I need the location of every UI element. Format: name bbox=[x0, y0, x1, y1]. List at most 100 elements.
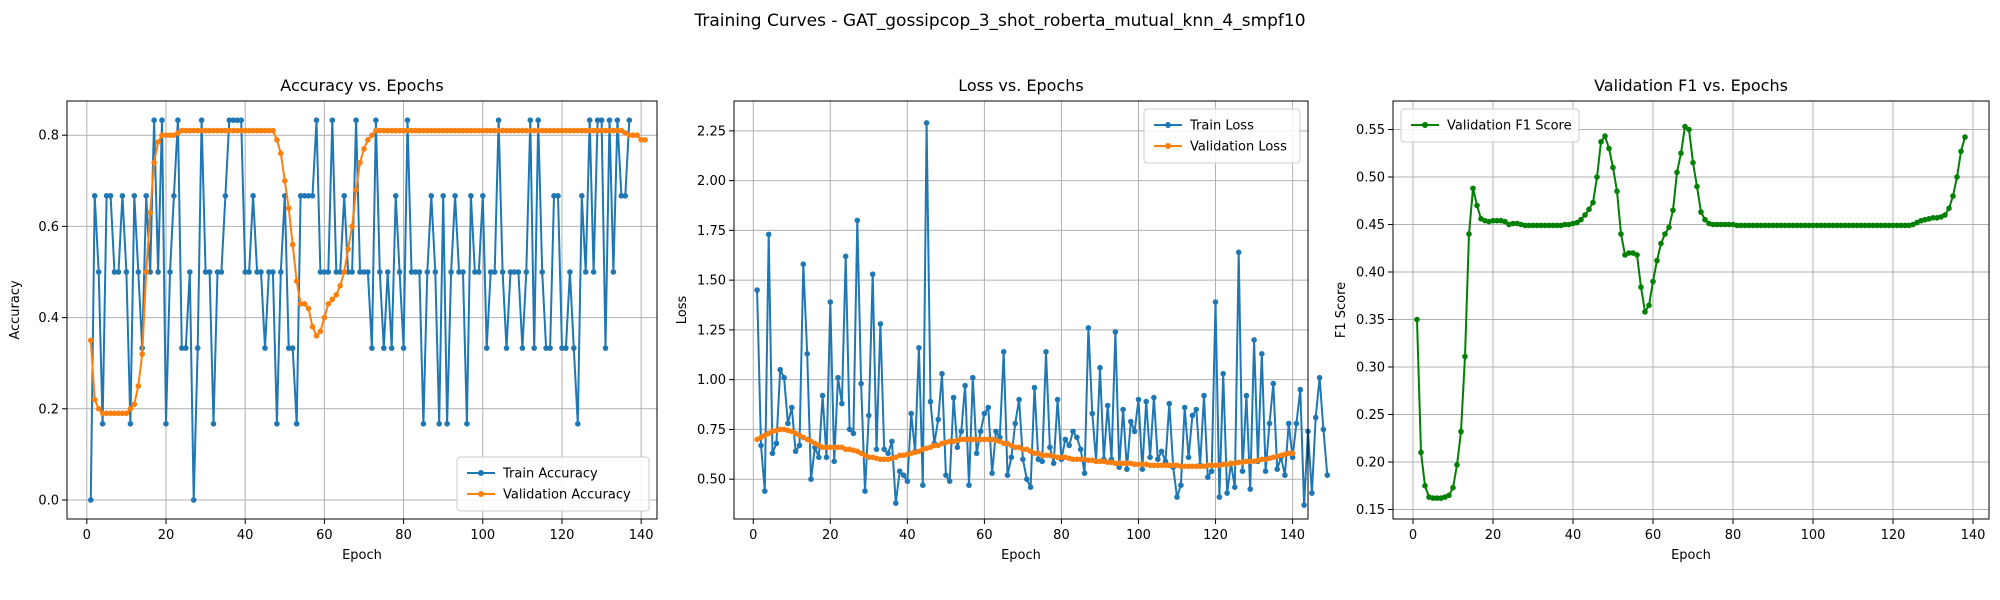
data-point bbox=[115, 269, 122, 275]
data-point bbox=[1898, 222, 1904, 229]
data-point bbox=[1185, 454, 1192, 461]
data-point bbox=[507, 269, 514, 275]
data-point bbox=[586, 117, 593, 123]
data-point bbox=[151, 117, 157, 123]
data-point bbox=[1289, 454, 1296, 461]
data-point bbox=[1151, 462, 1157, 469]
data-point bbox=[1205, 474, 1211, 481]
data-point bbox=[234, 127, 241, 134]
data-point bbox=[1602, 133, 1608, 139]
data-point bbox=[1754, 222, 1760, 229]
data-point bbox=[1818, 222, 1824, 229]
data-point bbox=[293, 421, 300, 427]
data-point bbox=[804, 351, 810, 357]
data-point bbox=[495, 127, 502, 134]
data-point bbox=[480, 193, 486, 199]
data-point bbox=[115, 410, 122, 417]
data-point bbox=[1050, 460, 1057, 467]
data-point bbox=[610, 269, 617, 275]
data-point bbox=[866, 454, 872, 461]
data-point bbox=[206, 127, 213, 134]
data-point bbox=[1586, 206, 1592, 213]
data-point bbox=[873, 446, 880, 453]
data-point bbox=[167, 269, 173, 275]
data-point bbox=[337, 269, 344, 275]
data-point bbox=[246, 269, 252, 275]
data-point bbox=[1093, 458, 1099, 465]
data-point bbox=[1778, 222, 1784, 229]
legend-swatch-marker bbox=[1165, 143, 1171, 149]
y-tick-label: 0.30 bbox=[1356, 361, 1385, 376]
data-point bbox=[1638, 284, 1644, 291]
data-point bbox=[896, 468, 903, 475]
data-point bbox=[575, 421, 581, 427]
data-point bbox=[1466, 231, 1472, 237]
data-point bbox=[1734, 222, 1740, 229]
data-point bbox=[854, 217, 861, 224]
data-point bbox=[258, 269, 264, 275]
data-point bbox=[1043, 349, 1049, 355]
data-point bbox=[1562, 221, 1568, 228]
data-point bbox=[1418, 449, 1424, 456]
data-point bbox=[210, 127, 217, 134]
data-point bbox=[218, 127, 225, 134]
data-point bbox=[547, 127, 553, 134]
data-point bbox=[954, 444, 961, 451]
data-point bbox=[519, 345, 526, 351]
data-point bbox=[1958, 148, 1964, 155]
legend: Train Loss Validation Loss bbox=[1143, 108, 1301, 164]
data-point bbox=[373, 117, 379, 123]
data-point bbox=[819, 392, 826, 399]
data-point bbox=[1312, 414, 1319, 421]
data-point bbox=[511, 127, 518, 134]
data-point bbox=[1289, 450, 1296, 457]
data-point bbox=[1189, 412, 1196, 419]
data-point bbox=[792, 448, 799, 455]
data-point bbox=[1220, 370, 1226, 377]
data-point bbox=[1259, 351, 1265, 357]
data-point bbox=[981, 436, 988, 443]
data-point bbox=[1047, 444, 1053, 451]
data-point bbox=[1702, 216, 1708, 223]
data-point bbox=[416, 127, 423, 134]
data-point bbox=[341, 269, 348, 275]
data-point bbox=[1124, 460, 1130, 467]
data-point bbox=[246, 127, 252, 134]
data-point bbox=[1077, 456, 1084, 463]
data-point bbox=[765, 231, 772, 238]
data-point bbox=[1582, 212, 1588, 218]
data-point bbox=[408, 269, 415, 275]
data-point bbox=[285, 345, 292, 351]
data-point bbox=[800, 261, 807, 268]
y-tick-label: 0.75 bbox=[697, 423, 726, 438]
subplot-2: 0 20 40 60 80 100 120 140 0.50 0.75 1.00 1.25 1.50 1.… bbox=[675, 76, 1331, 563]
x-tick-label: 100 bbox=[1126, 528, 1151, 543]
data-point bbox=[900, 472, 907, 479]
data-point bbox=[1031, 384, 1038, 391]
data-point bbox=[1554, 222, 1560, 229]
data-point bbox=[1530, 222, 1536, 229]
data-point bbox=[1446, 492, 1452, 499]
data-point bbox=[1020, 456, 1026, 463]
data-point bbox=[1174, 494, 1180, 500]
y-tick-label: 0.15 bbox=[1356, 503, 1385, 518]
data-point bbox=[1201, 392, 1207, 399]
data-point bbox=[1510, 220, 1516, 227]
data-point bbox=[416, 269, 423, 275]
data-point bbox=[424, 127, 431, 134]
data-point bbox=[1270, 380, 1277, 387]
data-point bbox=[1654, 257, 1660, 264]
data-point bbox=[214, 127, 221, 134]
data-point bbox=[1738, 222, 1744, 229]
data-point bbox=[1854, 222, 1860, 229]
data-point bbox=[519, 127, 526, 134]
data-point bbox=[523, 269, 530, 275]
data-point bbox=[1886, 222, 1892, 229]
data-point bbox=[175, 117, 181, 123]
data-point bbox=[614, 117, 621, 123]
data-point bbox=[420, 127, 427, 134]
data-point bbox=[916, 345, 922, 351]
data-point bbox=[147, 269, 153, 275]
data-point bbox=[357, 159, 363, 166]
data-point bbox=[869, 271, 876, 278]
